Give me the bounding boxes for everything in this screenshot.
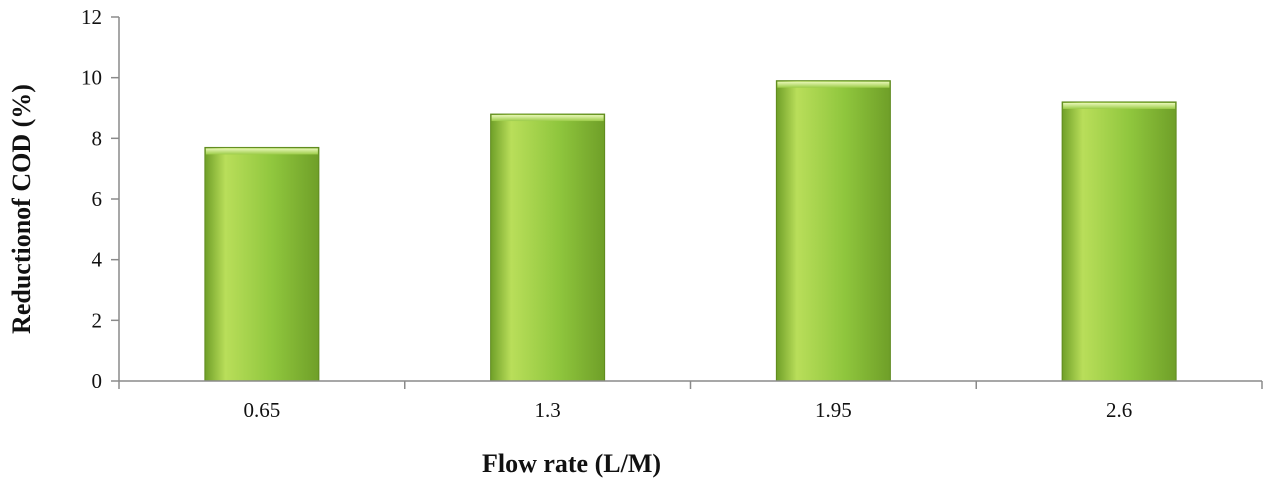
bars-layer (204, 80, 1177, 382)
x-tick-label: 2.6 (1106, 398, 1132, 422)
bar-1.95 (775, 80, 891, 382)
bar-top-highlight (205, 148, 318, 155)
bar-2.6 (1061, 101, 1177, 382)
bar-1.3 (490, 113, 606, 382)
x-axis-ticks: 0.65 1.3 1.95 2.6 (118, 381, 1263, 422)
y-tick-label: 12 (81, 5, 102, 29)
bar-top-highlight (777, 81, 890, 88)
x-tick-label: 1.3 (535, 398, 561, 422)
y-tick-label: 2 (92, 308, 103, 332)
bar (775, 80, 891, 382)
y-tick-label: 0 (92, 369, 103, 393)
bar (204, 146, 320, 382)
y-axis-title: Reductionof COD (%) (7, 84, 36, 334)
x-axis-title: Flow rate (L/M) (482, 449, 661, 478)
x-tick-label: 1.95 (815, 398, 852, 422)
bar-top-highlight (1063, 102, 1176, 109)
y-tick-label: 10 (81, 66, 102, 90)
x-tick-label: 0.65 (244, 398, 281, 422)
bar (490, 113, 606, 382)
bar-top-highlight (491, 115, 604, 122)
bar (1061, 101, 1177, 382)
bar-0.65 (204, 146, 320, 382)
y-axis-ticks: 0 2 4 6 8 10 12 (81, 5, 119, 393)
y-tick-label: 4 (92, 248, 103, 272)
y-tick-label: 8 (92, 126, 103, 150)
y-tick-label: 6 (92, 187, 103, 211)
